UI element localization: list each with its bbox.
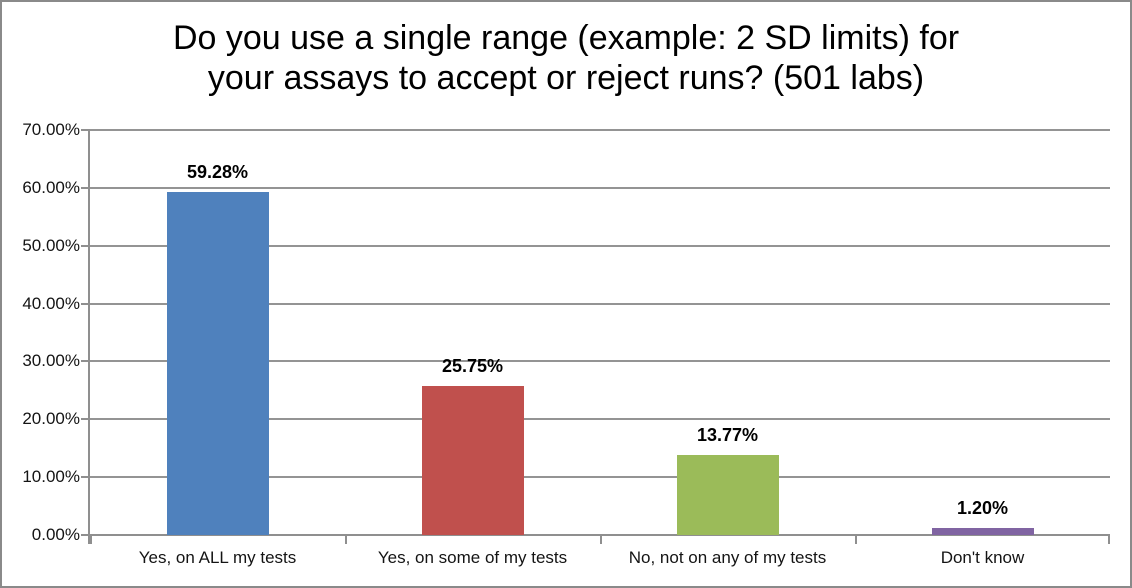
gridline	[90, 129, 1110, 131]
x-tick-mark	[345, 535, 347, 544]
x-tick-mark	[1108, 535, 1110, 544]
x-category-label: Yes, on some of my tests	[377, 548, 568, 567]
gridline	[90, 186, 1110, 189]
y-tick-mark	[81, 302, 90, 305]
gridline	[90, 360, 1110, 363]
y-tick-mark	[81, 534, 90, 536]
bar-1	[167, 192, 269, 535]
gridline	[90, 418, 1110, 421]
x-category-label: Yes, on ALL my tests	[138, 548, 297, 567]
bar-value-label: 59.28%	[186, 162, 249, 182]
y-tick-label: 30.00%	[22, 351, 80, 371]
y-tick-mark	[81, 476, 90, 479]
y-tick-mark	[81, 360, 90, 363]
plot-area: 59.28% 25.75% 13.77% 1.20%	[88, 129, 1110, 544]
bar-4	[932, 528, 1034, 535]
bar-2	[422, 386, 524, 535]
bar-3	[677, 455, 779, 535]
y-tick-label: 70.00%	[22, 120, 80, 139]
x-category-label: No, not on any of my tests	[628, 548, 827, 567]
x-tick-mark	[90, 535, 92, 544]
y-tick-label: 10.00%	[22, 467, 80, 487]
y-tick-label: 50.00%	[22, 235, 80, 255]
y-tick-mark	[81, 418, 90, 421]
x-tick-mark	[855, 535, 857, 544]
y-tick-mark	[81, 129, 90, 131]
x-category-label: Don't know	[940, 548, 1025, 567]
y-tick-label: 40.00%	[22, 293, 80, 313]
bar-value-label: 25.75%	[441, 356, 504, 376]
gridline	[90, 476, 1110, 479]
chart-title-line-2: your assays to accept or reject runs? (5…	[207, 59, 925, 97]
y-tick-mark	[81, 186, 90, 189]
y-tick-label: 60.00%	[22, 177, 80, 197]
y-tick-label: 20.00%	[22, 409, 80, 429]
gridline	[90, 302, 1110, 305]
x-tick-mark	[600, 535, 602, 544]
y-tick-label: 0.00%	[31, 525, 80, 544]
y-tick-mark	[81, 244, 90, 247]
bar-value-label: 1.20%	[956, 498, 1009, 518]
bar-value-label: 13.77%	[696, 425, 759, 445]
chart-title: Do you use a single range (example: 2 SD…	[2, 18, 1130, 98]
gridline	[90, 244, 1110, 247]
y-axis-line	[88, 130, 90, 544]
chart-title-line-1: Do you use a single range (example: 2 SD…	[172, 19, 960, 57]
